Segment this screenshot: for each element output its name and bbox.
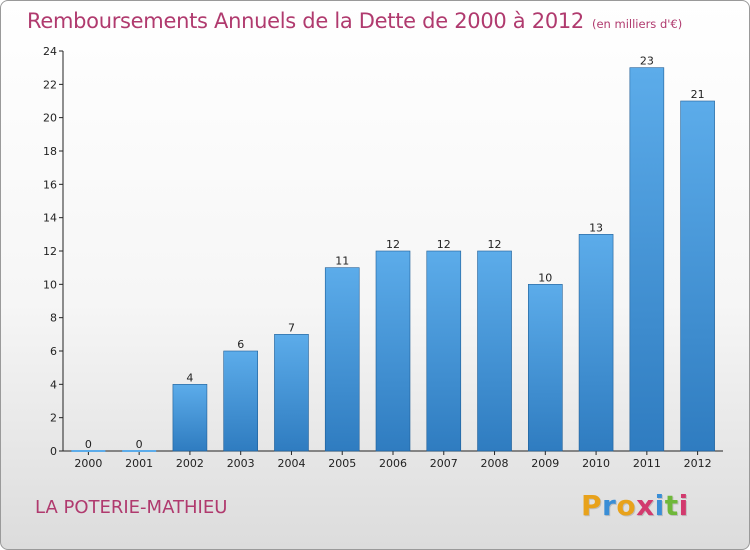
x-tick-label: 2012: [684, 457, 712, 470]
x-tick-label: 2010: [582, 457, 610, 470]
y-tick-label: 12: [43, 245, 57, 258]
bar-value-label: 6: [237, 338, 244, 351]
bar-value-label: 12: [437, 238, 451, 251]
proxiti-logo: Proxiti: [581, 489, 689, 522]
logo-letter: r: [602, 489, 617, 522]
bar: [426, 250, 462, 452]
bar: [477, 250, 512, 452]
bar-value-label: 7: [288, 321, 295, 334]
logo-letter: i: [678, 489, 689, 522]
y-tick-label: 24: [43, 45, 57, 58]
y-tick-label: 6: [50, 345, 57, 358]
commune-name: LA POTERIE-MATHIEU: [35, 497, 228, 518]
bar-value-label: 0: [136, 438, 143, 451]
bar-value-label: 0: [85, 438, 92, 451]
bar-value-label: 13: [589, 221, 603, 234]
y-tick-label: 10: [43, 278, 57, 291]
bar-value-label: 12: [488, 238, 502, 251]
y-tick-label: 4: [50, 378, 57, 391]
bar: [274, 334, 309, 452]
bar-value-label: 21: [691, 88, 705, 101]
bar-value-label: 10: [538, 271, 552, 284]
bar: [375, 250, 411, 452]
bar-value-label: 11: [335, 255, 349, 268]
chart-subtitle: (en milliers d'€): [592, 17, 683, 31]
bar: [528, 284, 563, 452]
logo-letter: x: [636, 489, 655, 522]
bar: [172, 384, 208, 452]
logo-letter: o: [616, 489, 637, 522]
y-tick-label: 14: [43, 212, 57, 225]
y-tick-label: 18: [43, 145, 57, 158]
y-tick-label: 2: [50, 412, 57, 425]
chart-title: Remboursements Annuels de la Dette de 20…: [27, 9, 682, 33]
bar: [680, 100, 715, 452]
logo-letter: i: [654, 489, 665, 522]
x-tick-label: 2005: [328, 457, 356, 470]
x-tick-label: 2006: [379, 457, 407, 470]
y-tick-label: 22: [43, 78, 57, 91]
y-tick-label: 20: [43, 112, 57, 125]
data-labels: 0 0 4 6 7 11 12 12 12 10 13 23 21: [85, 55, 705, 451]
y-tick-label: 16: [43, 178, 57, 191]
x-tick-label: 2011: [633, 457, 661, 470]
bar-value-label: 4: [186, 371, 193, 384]
bar-value-label: 23: [640, 55, 654, 68]
x-tick-label: 2003: [227, 457, 255, 470]
logo-letter: t: [664, 489, 679, 522]
bar: [578, 234, 614, 452]
x-tick-label: 2002: [176, 457, 204, 470]
bar-value-label: 12: [386, 238, 400, 251]
bar: [223, 350, 258, 452]
x-tick-label: 2008: [481, 457, 509, 470]
bar: [629, 67, 665, 452]
chart-title-text: Remboursements Annuels de la Dette de 20…: [27, 9, 584, 33]
x-tick-label: 2001: [125, 457, 153, 470]
logo-letter: P: [581, 489, 603, 522]
x-tick-label: 2009: [531, 457, 559, 470]
x-tick-label: 2007: [430, 457, 458, 470]
y-tick-label: 8: [50, 312, 57, 325]
bar: [324, 267, 360, 452]
x-tick-label: 2000: [74, 457, 102, 470]
x-tick-label: 2004: [277, 457, 305, 470]
bars: [71, 67, 715, 452]
y-tick-label: 0: [50, 445, 57, 458]
